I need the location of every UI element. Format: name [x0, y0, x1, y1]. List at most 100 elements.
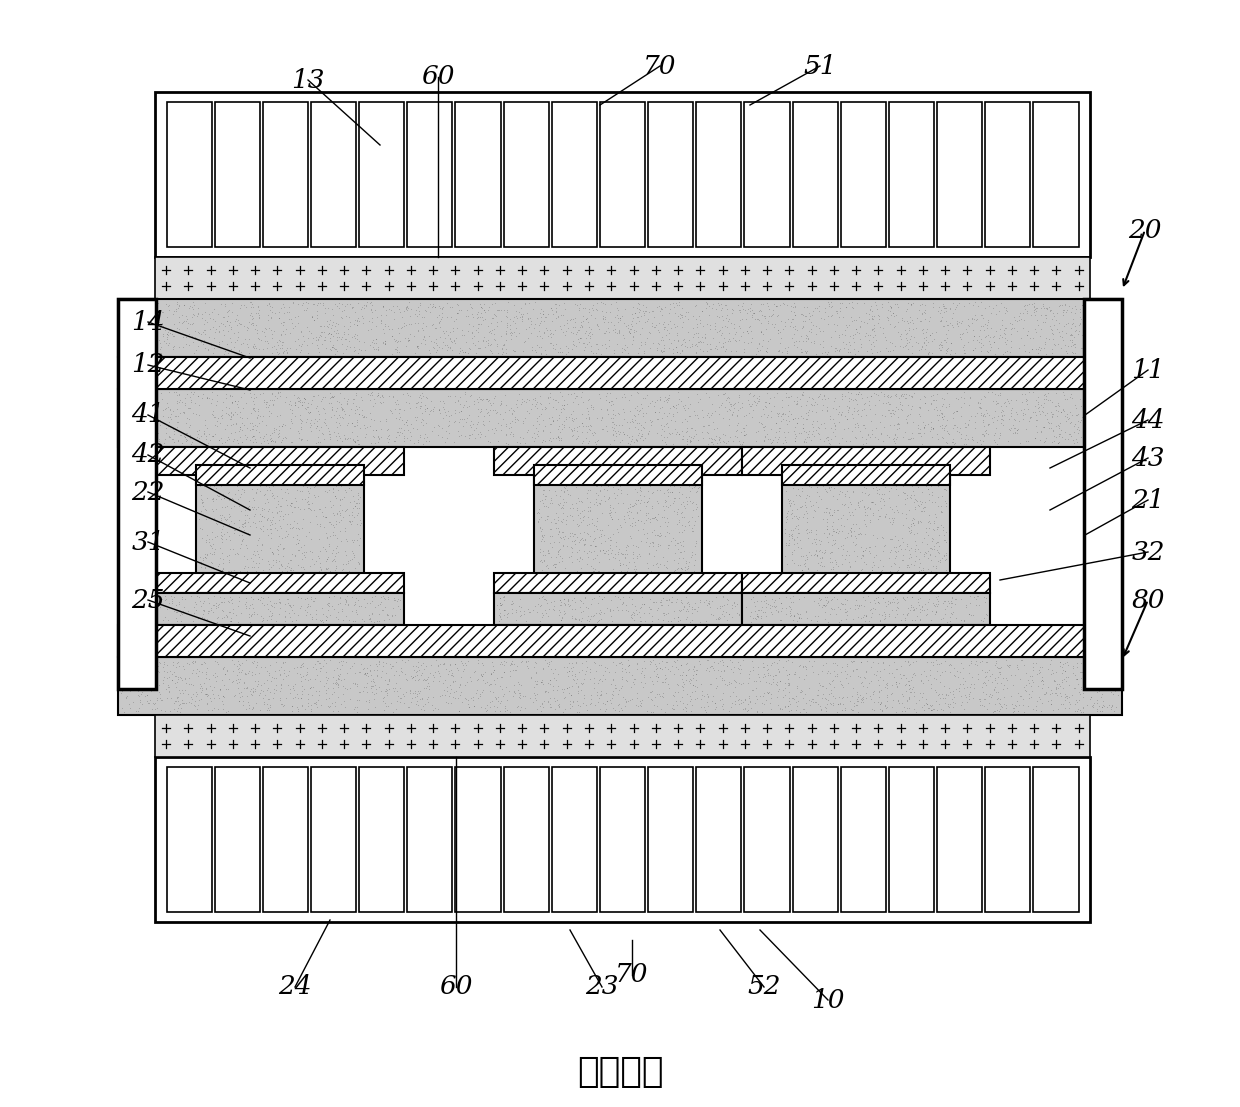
Point: [370, 655, 389, 673]
Point: [350, 683, 370, 701]
Point: [551, 547, 570, 565]
Point: [310, 555, 330, 572]
Text: 60: 60: [422, 64, 455, 90]
Point: [854, 416, 874, 434]
Point: [270, 666, 290, 684]
Point: [614, 425, 634, 443]
Point: [1032, 669, 1052, 686]
Point: [301, 411, 321, 428]
Point: [527, 685, 547, 703]
Point: [345, 548, 365, 566]
Point: [253, 561, 273, 579]
Point: [243, 338, 263, 355]
Point: [357, 683, 377, 701]
Point: [614, 340, 634, 358]
Bar: [792, 767, 838, 912]
Point: [201, 394, 221, 412]
Point: [290, 410, 310, 427]
Point: [1021, 306, 1040, 323]
Point: [246, 680, 265, 697]
Point: [935, 694, 955, 712]
Point: [880, 685, 900, 703]
Point: [801, 320, 821, 338]
Point: [316, 317, 336, 334]
Point: [274, 298, 294, 315]
Point: [785, 663, 805, 681]
Point: [854, 597, 874, 614]
Point: [631, 490, 651, 508]
Point: [611, 480, 631, 498]
Point: [765, 598, 785, 615]
Point: [208, 432, 228, 449]
Point: [920, 661, 940, 679]
Point: [267, 333, 286, 351]
Point: [432, 686, 451, 704]
Point: [475, 674, 495, 692]
Point: [505, 413, 525, 431]
Point: [735, 691, 755, 708]
Point: [771, 594, 791, 612]
Bar: [166, 102, 212, 247]
Point: [348, 294, 368, 312]
Point: [1058, 390, 1078, 407]
Point: [548, 554, 568, 571]
Point: [184, 306, 203, 323]
Point: [507, 411, 527, 428]
Point: [326, 324, 346, 342]
Point: [306, 400, 326, 417]
Point: [288, 534, 308, 551]
Point: [135, 680, 155, 697]
Point: [543, 399, 563, 416]
Point: [892, 685, 911, 703]
Point: [901, 521, 921, 539]
Point: [203, 596, 223, 613]
Point: [842, 701, 862, 718]
Point: [717, 676, 737, 694]
Point: [790, 424, 810, 442]
Point: [1011, 330, 1030, 348]
Point: [376, 598, 396, 615]
Point: [1091, 687, 1111, 705]
Point: [145, 701, 165, 718]
Point: [749, 659, 769, 676]
Point: [342, 328, 362, 345]
Point: [237, 665, 257, 683]
Point: [310, 294, 330, 312]
Point: [221, 424, 241, 442]
Point: [821, 684, 841, 702]
Point: [534, 497, 554, 515]
Point: [632, 400, 652, 417]
Point: [711, 396, 730, 414]
Point: [1045, 397, 1065, 415]
Point: [898, 652, 918, 670]
Point: [1034, 339, 1054, 356]
Point: [857, 434, 877, 452]
Point: [1050, 684, 1070, 702]
Point: [549, 699, 569, 716]
Point: [175, 427, 195, 445]
Point: [895, 423, 915, 441]
Point: [684, 406, 704, 424]
Point: [371, 312, 391, 330]
Point: [931, 404, 951, 422]
Point: [918, 513, 937, 530]
Point: [267, 681, 286, 699]
Point: [740, 692, 760, 710]
Point: [221, 612, 241, 630]
Point: [650, 400, 670, 417]
Point: [663, 696, 683, 714]
Point: [993, 411, 1013, 428]
Point: [914, 662, 934, 680]
Point: [371, 428, 391, 446]
Point: [861, 300, 880, 318]
Point: [859, 400, 879, 417]
Point: [931, 418, 951, 436]
Point: [541, 675, 560, 693]
Point: [818, 534, 838, 551]
Point: [816, 499, 836, 517]
Point: [405, 689, 425, 706]
Point: [779, 536, 799, 554]
Point: [1001, 332, 1021, 350]
Point: [172, 403, 192, 421]
Point: [294, 390, 314, 407]
